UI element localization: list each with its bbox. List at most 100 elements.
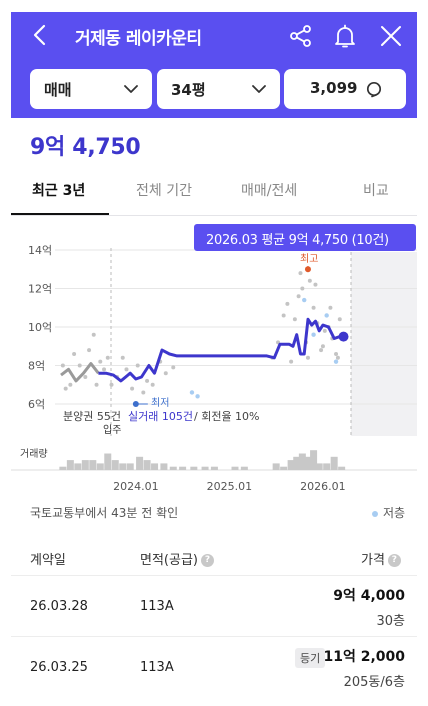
volume-bar bbox=[201, 466, 209, 470]
volume-bar bbox=[136, 456, 144, 470]
trade-dot bbox=[141, 390, 146, 395]
help-icon[interactable]: ? bbox=[200, 554, 214, 567]
x-tick-label: 2025.01 bbox=[207, 480, 253, 492]
volume-bar bbox=[74, 463, 82, 470]
volume-bar bbox=[231, 466, 239, 470]
volume-bar bbox=[310, 450, 318, 470]
header-price-label: 가격 bbox=[361, 553, 385, 568]
trade-dot bbox=[296, 294, 301, 299]
tab-sale-jeonse[interactable]: 매매/전세 bbox=[241, 183, 298, 199]
y-tick-label: 10억 bbox=[28, 321, 52, 334]
volume-bar bbox=[96, 463, 104, 470]
current-point bbox=[338, 331, 349, 342]
trade-dot bbox=[109, 382, 114, 387]
chevron-down-icon bbox=[124, 85, 138, 93]
header-top-bar: 거제동 레이카운티 bbox=[11, 12, 417, 60]
close-icon[interactable] bbox=[378, 23, 404, 49]
current-period-shade bbox=[351, 252, 417, 436]
trade-dot bbox=[105, 355, 110, 360]
trade-dot bbox=[335, 355, 340, 360]
header-date: 계약일 bbox=[30, 553, 66, 568]
row-floor: 30층 bbox=[376, 614, 405, 629]
legend-low-label: 저층 bbox=[383, 506, 406, 520]
page-title: 거제동 레이카운티 bbox=[75, 29, 202, 49]
tab-all-period[interactable]: 전체 기간 bbox=[136, 183, 192, 199]
trade-dot bbox=[87, 348, 92, 353]
table-header: 계약일 면적(공급)? 가격? bbox=[11, 540, 417, 576]
area-label: 34평 bbox=[171, 81, 206, 99]
max-label: 최고 bbox=[300, 253, 318, 265]
volume-bar bbox=[81, 460, 89, 470]
volume-bar bbox=[104, 453, 112, 470]
trade-dot bbox=[145, 378, 150, 383]
bell-icon[interactable] bbox=[332, 23, 358, 49]
price-chart[interactable]: 14억 12억 10억 8억 6억 최고 최저 분양권 55건 실거래 105건 / 회… bbox=[11, 222, 417, 493]
table-row[interactable]: 26.03.25 113A 등기 11억 2,000 205동/6층 bbox=[11, 638, 417, 698]
row-area: 113A bbox=[140, 660, 174, 675]
app-header: 거제동 레이카운티 매매 34평 3,099 bbox=[11, 12, 417, 118]
low-floor-trade-dot bbox=[311, 332, 316, 337]
header-area-label: 면적(공급) bbox=[140, 553, 198, 568]
row-price: 11억 2,000 bbox=[323, 649, 405, 665]
trade-dot bbox=[68, 382, 73, 387]
share-icon[interactable] bbox=[288, 23, 314, 49]
y-tick-label: 6억 bbox=[28, 398, 45, 411]
trade-dot bbox=[98, 359, 103, 364]
row-date: 26.03.28 bbox=[30, 599, 88, 614]
trade-dot bbox=[322, 328, 327, 333]
trade-dot bbox=[307, 278, 312, 283]
trade-dot bbox=[292, 317, 297, 322]
back-icon[interactable] bbox=[29, 23, 53, 47]
trade-dot bbox=[300, 286, 305, 291]
trade-dot bbox=[289, 359, 294, 364]
trade-dot bbox=[171, 365, 176, 370]
trade-dot bbox=[337, 317, 342, 322]
chart-tooltip: 2026.03 평균 9억 4,750 (10건) bbox=[194, 224, 416, 251]
header-price: 가격? bbox=[361, 549, 401, 568]
volume-bar bbox=[240, 466, 248, 470]
trade-dot bbox=[281, 313, 286, 318]
trade-series-line bbox=[98, 317, 344, 383]
low-floor-trade-dot bbox=[324, 313, 329, 318]
low-floor-trade-dot bbox=[189, 390, 195, 395]
volume-bar bbox=[126, 463, 134, 470]
trade-dot bbox=[83, 375, 88, 380]
area-dropdown[interactable]: 34평 bbox=[157, 69, 280, 109]
tab-compare[interactable]: 비교 bbox=[363, 183, 389, 199]
volume-bar bbox=[89, 460, 97, 470]
volume-bar bbox=[179, 466, 187, 470]
trade-dot bbox=[91, 332, 96, 337]
min-label: 최저 bbox=[151, 397, 169, 409]
trade-type-dropdown[interactable]: 매매 bbox=[30, 69, 152, 109]
volume-bar bbox=[119, 463, 127, 470]
low-floor-trade-dot bbox=[333, 359, 339, 364]
trade-dot bbox=[72, 351, 77, 356]
row-date: 26.03.25 bbox=[30, 660, 88, 675]
listing-search-button[interactable]: 3,099 bbox=[284, 69, 406, 109]
source-text: 국토교통부에서 43분 전 확인 bbox=[30, 506, 179, 520]
trade-dot bbox=[334, 351, 339, 356]
trade-dot bbox=[298, 271, 303, 276]
trade-dot bbox=[163, 371, 168, 376]
volume-bar bbox=[272, 463, 280, 470]
trade-dot bbox=[285, 301, 290, 306]
tab-recent-3y[interactable]: 최근 3년 bbox=[32, 183, 86, 199]
table-row[interactable]: 26.03.28 113A 9억 4,000 30층 bbox=[11, 577, 417, 637]
volume-bar bbox=[169, 466, 177, 470]
active-tab-indicator bbox=[11, 213, 109, 215]
legend-low-floor: 저층 bbox=[372, 504, 405, 521]
row-area: 113A bbox=[140, 599, 174, 614]
help-icon[interactable]: ? bbox=[387, 554, 401, 567]
trade-dot bbox=[77, 363, 82, 368]
volume-bar bbox=[111, 460, 119, 470]
listing-count: 3,099 bbox=[310, 79, 358, 97]
volume-bar bbox=[59, 466, 67, 470]
trade-dot bbox=[150, 382, 155, 387]
presale-count-label: 분양권 55건 bbox=[63, 410, 121, 423]
chevron-down-icon bbox=[252, 85, 266, 93]
volume-bar bbox=[298, 453, 306, 470]
trade-dot bbox=[63, 386, 68, 391]
max-point bbox=[304, 266, 311, 273]
row-floor: 205동/6층 bbox=[343, 675, 405, 690]
volume-bar bbox=[323, 463, 331, 470]
